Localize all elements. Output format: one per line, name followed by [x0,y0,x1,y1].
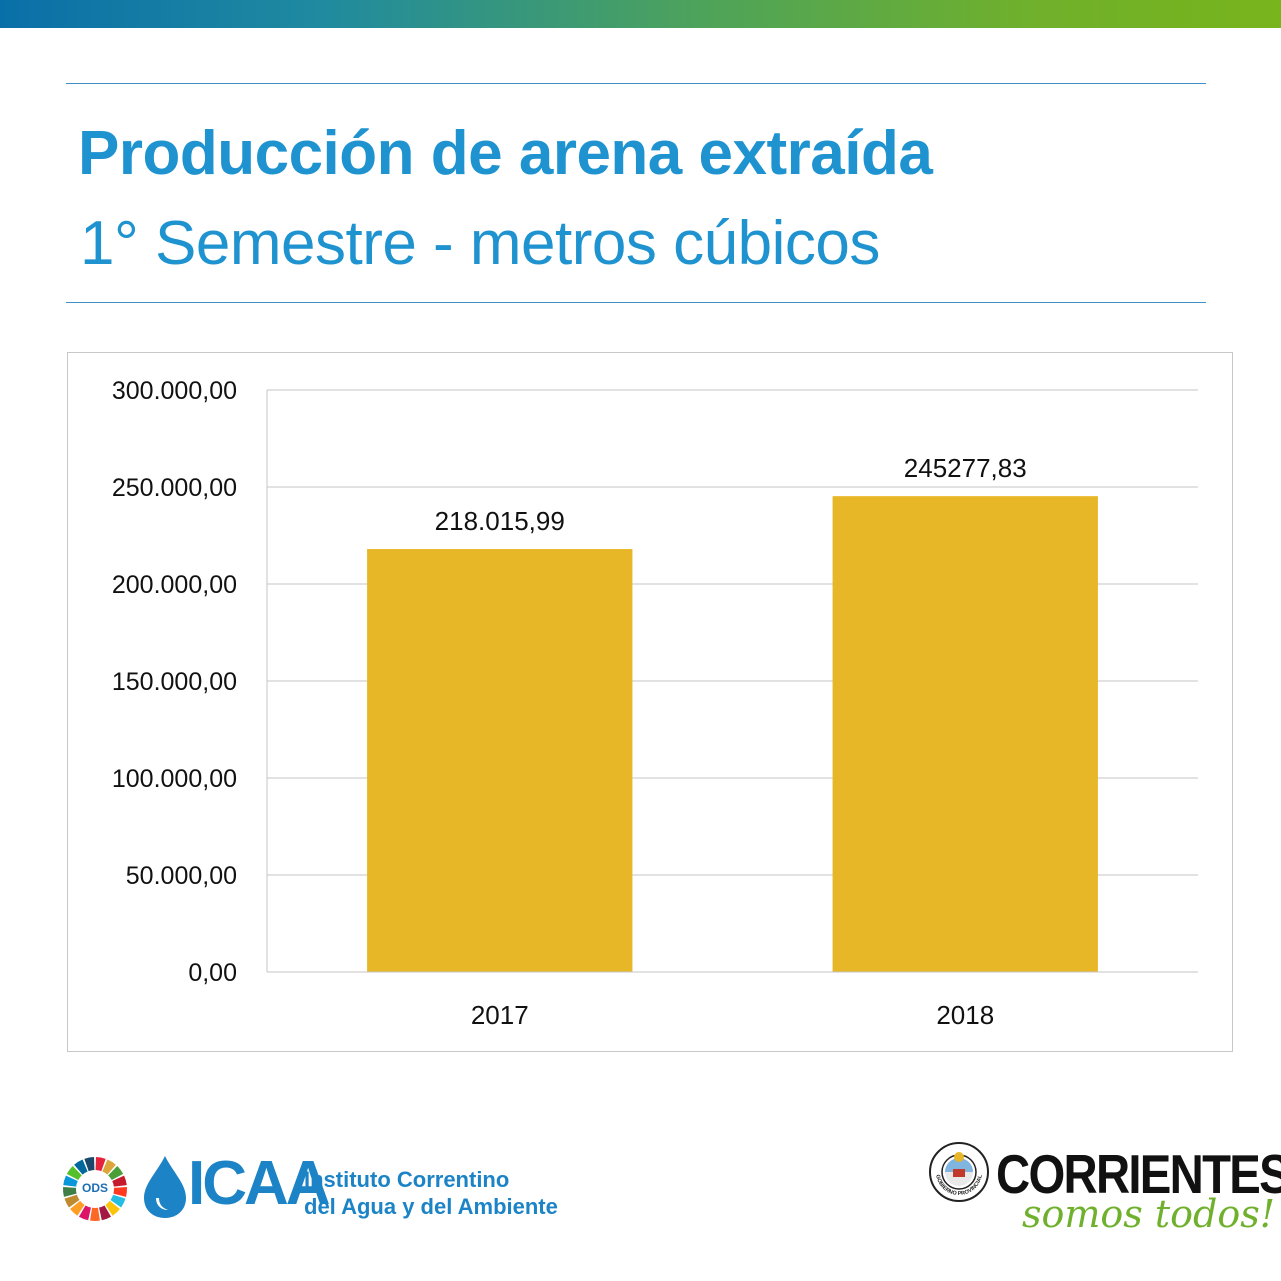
ods-wheel-segment [105,1200,120,1216]
ods-wheel-segment [112,1175,127,1187]
provincial-seal-icon: GOBIERNO PROVINCIAL [929,1142,989,1202]
ods-wheel-segment [110,1194,126,1208]
ods-wheel-segment [63,1175,78,1187]
y-tick-label: 200.000,00 [112,571,237,599]
top-gradient-bar [0,0,1281,28]
corrientes-logo-text: CORRIENTES [996,1143,1281,1205]
ods-wheel-segment [70,1200,85,1216]
data-label-2018: 245277,83 [904,453,1027,483]
bar-2018 [832,496,1098,972]
ods-wheel-segment [95,1157,106,1172]
water-drop-icon [144,1156,186,1218]
y-tick-label: 100.000,00 [112,765,237,793]
x-tick-label-2018: 2018 [936,1000,994,1030]
data-label-2017: 218.015,99 [435,506,565,536]
ods-wheel-icon [62,1157,128,1222]
y-tick-label: 50.000,00 [126,862,237,890]
y-tick-label: 0,00 [188,959,237,987]
institute-name-line2: del Agua y del Ambiente [304,1194,558,1219]
institute-name: Instituto Correntino del Agua y del Ambi… [304,1166,558,1220]
bar-2017 [367,549,633,972]
bar-chart: 0,00 50.000,00 100.000,00 150.000,00 200.000… [112,377,1198,1030]
ods-wheel-segment [108,1166,124,1181]
ods-wheel-segment [64,1194,80,1208]
x-tick-label-2017: 2017 [471,1000,529,1030]
page-subtitle: 1° Semestre - metros cúbicos [80,209,880,278]
ods-wheel-segment [74,1159,88,1175]
header-bottom-rule [66,302,1206,303]
corrientes-slogan: somos todos! [1022,1192,1275,1236]
ods-wheel-segment [78,1205,91,1221]
y-tick-label: 250.000,00 [112,474,237,502]
institute-name-line1: Instituto Correntino [304,1167,510,1192]
ods-label: ODS [81,1181,108,1195]
y-tick-label: 300.000,00 [112,377,237,405]
chart-frame: 0,00 50.000,00 100.000,00 150.000,00 200.000… [67,352,1233,1052]
page-title: Producción de arena extraída [78,119,933,188]
ods-wheel-segment [62,1187,77,1197]
icaa-logo-text: ICAA [188,1149,331,1218]
ods-wheel-segment [102,1159,116,1175]
header-top-rule [66,83,1206,84]
ods-wheel-segment [84,1157,95,1172]
y-tick-label: 150.000,00 [112,668,237,696]
ods-wheel-segment [99,1205,112,1221]
ods-wheel-segment [66,1166,82,1181]
ods-wheel-segment [113,1187,128,1197]
ods-wheel-segment [90,1207,100,1222]
